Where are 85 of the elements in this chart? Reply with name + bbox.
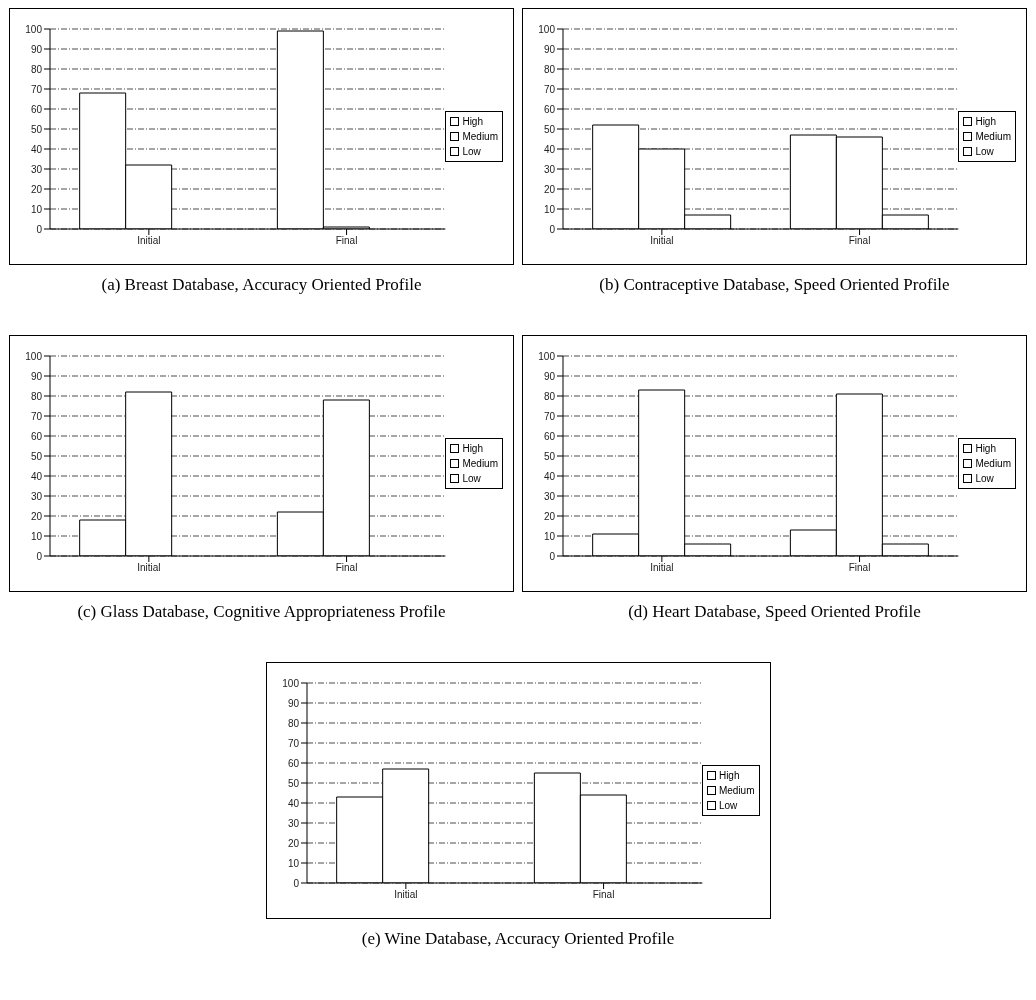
y-tick-label: 80 [30, 63, 43, 75]
y-tick-label: 40 [30, 143, 43, 155]
y-tick-label: 20 [30, 183, 43, 195]
x-tick-label: Final [592, 889, 614, 901]
y-tick-label: 40 [30, 470, 43, 482]
y-tick-label: 30 [543, 490, 556, 502]
legend-label: Medium [975, 130, 1011, 144]
y-tick-label: 60 [287, 757, 299, 769]
y-tick-label: 50 [30, 450, 43, 462]
y-tick-label: 90 [287, 697, 299, 709]
y-tick-label: 0 [549, 550, 556, 562]
x-tick-label: Initial [393, 889, 418, 901]
legend-label: High [975, 115, 996, 129]
y-tick-label: 90 [30, 370, 43, 382]
legend-label: High [975, 442, 996, 456]
y-tick-label: 10 [30, 530, 43, 542]
y-tick-label: 100 [538, 23, 556, 35]
x-tick-label: Initial [650, 235, 674, 247]
legend-label: High [718, 769, 740, 783]
y-tick-label: 30 [543, 163, 556, 175]
y-tick-label: 60 [30, 103, 43, 115]
legend-label: Low [975, 472, 994, 486]
y-tick-label: 90 [543, 43, 556, 55]
y-tick-label: 100 [281, 677, 299, 689]
text: (a) Breast Database, Accuracy Oriented Profile [100, 275, 423, 296]
y-tick-label: 80 [287, 717, 299, 729]
y-tick-label: 40 [543, 470, 556, 482]
y-tick-label: 50 [30, 123, 43, 135]
y-tick-label: 10 [30, 203, 43, 215]
y-tick-label: 70 [287, 737, 299, 749]
y-tick-label: 70 [543, 410, 556, 422]
y-tick-label: 80 [30, 390, 43, 402]
y-tick-label: 60 [30, 430, 43, 442]
y-tick-label: 70 [30, 83, 43, 95]
y-tick-label: 30 [30, 490, 43, 502]
y-tick-label: 0 [36, 223, 43, 235]
x-tick-label: Initial [137, 562, 161, 574]
y-tick-label: 80 [543, 63, 556, 75]
legend-label: High [462, 115, 483, 129]
x-tick-label: Final [848, 235, 871, 247]
y-tick-label: 10 [543, 203, 556, 215]
legend-label: Low [718, 799, 738, 813]
y-tick-label: 60 [543, 103, 556, 115]
legend-label: Medium [462, 130, 498, 144]
text: (b) Contraceptive Database, Speed Oriented Profile [598, 275, 951, 296]
x-tick-label: Initial [650, 562, 674, 574]
text: (e) Wine Database, Accuracy Oriented Profile [360, 929, 676, 950]
legend-label: Low [975, 145, 994, 159]
legend-label: Medium [462, 457, 498, 471]
x-tick-label: Initial [137, 235, 161, 247]
y-tick-label: 70 [30, 410, 43, 422]
legend-label: Medium [718, 784, 755, 798]
x-tick-label: Final [848, 562, 871, 574]
y-tick-label: 40 [543, 143, 556, 155]
y-tick-label: 50 [543, 123, 556, 135]
x-tick-label: Final [335, 235, 358, 247]
x-tick-label: Final [335, 562, 358, 574]
y-tick-label: 30 [30, 163, 43, 175]
legend-label: Medium [975, 457, 1011, 471]
text: (c) Glass Database, Cognitive Appropriateness Profile [76, 602, 447, 623]
y-tick-label: 20 [30, 510, 43, 522]
y-tick-label: 30 [287, 817, 299, 829]
y-tick-label: 0 [36, 550, 43, 562]
y-tick-label: 20 [543, 510, 556, 522]
y-tick-label: 20 [287, 837, 299, 849]
y-tick-label: 0 [292, 877, 299, 889]
y-tick-label: 100 [538, 350, 556, 362]
y-tick-label: 90 [543, 370, 556, 382]
y-tick-label: 50 [543, 450, 556, 462]
y-tick-label: 20 [543, 183, 556, 195]
y-tick-label: 0 [549, 223, 556, 235]
y-tick-label: 90 [30, 43, 43, 55]
legend-label: Low [462, 145, 481, 159]
legend-label: Low [462, 472, 481, 486]
y-tick-label: 40 [287, 797, 299, 809]
text: (d) Heart Database, Speed Oriented Profile [627, 602, 922, 623]
y-tick-label: 100 [25, 23, 43, 35]
y-tick-label: 100 [25, 350, 43, 362]
y-tick-label: 10 [543, 530, 556, 542]
legend-label: High [462, 442, 483, 456]
y-tick-label: 50 [287, 777, 299, 789]
y-tick-label: 70 [543, 83, 556, 95]
y-tick-label: 10 [287, 857, 299, 869]
y-tick-label: 80 [543, 390, 556, 402]
y-tick-label: 60 [543, 430, 556, 442]
